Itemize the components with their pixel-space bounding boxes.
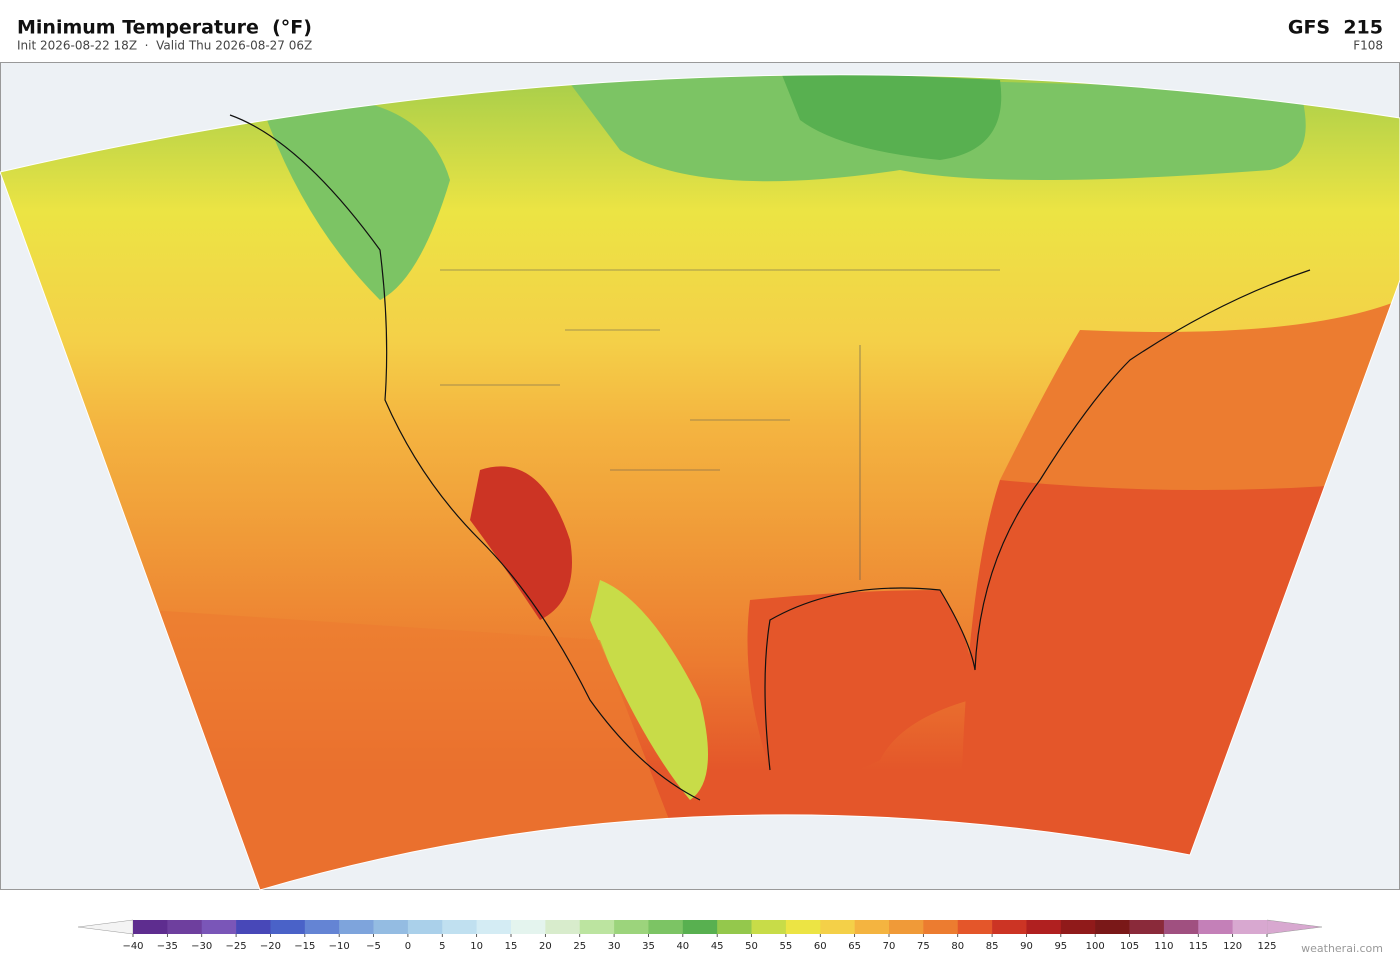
colorbar-bin <box>476 920 512 934</box>
colorbar-over <box>1266 919 1323 935</box>
colorbar-bin <box>1163 920 1199 934</box>
colorbar-bin <box>133 920 168 934</box>
colorbar-bin <box>1095 920 1130 934</box>
colorbar-tick-label: −40 <box>122 941 143 952</box>
colorbar-tick-label: 25 <box>573 941 586 952</box>
colorbar-bin <box>545 920 581 934</box>
subtitle: Init 2026-08-22 18Z · Valid Thu 2026-08-… <box>17 39 312 53</box>
colorbar-bin <box>1026 920 1062 934</box>
colorbar-bin <box>785 920 821 934</box>
colorbar-bin <box>373 920 409 934</box>
colorbar-tick-label: 75 <box>917 941 930 952</box>
colorbar-tick-label: 10 <box>470 941 483 952</box>
colorbar-bin <box>1129 920 1165 934</box>
colorbar: −40 −35 −30 −25 −20 −15 −10 −5 0 5 10 15 20 25 30 35 40 4… <box>77 919 1323 952</box>
colorbar-tick-label: 85 <box>986 941 999 952</box>
colorbar-bin <box>923 920 959 934</box>
colorbar-bin <box>1198 920 1233 934</box>
colorbar-tick-label: 55 <box>780 941 793 952</box>
colorbar-bin <box>339 920 374 934</box>
colorbar-bin <box>304 920 340 934</box>
colorbar-tick-label: 120 <box>1223 941 1242 952</box>
colorbar-bin <box>442 920 477 934</box>
colorbar-tick-label: 30 <box>608 941 621 952</box>
colorbar-under <box>77 919 134 935</box>
colorbar-tick-label: −5 <box>366 941 381 952</box>
colorbar-bin <box>854 920 890 934</box>
colorbar-tick-label: 15 <box>505 941 518 952</box>
colorbar-bin <box>820 920 855 934</box>
colorbar-bin <box>648 920 684 934</box>
colorbar-bin <box>992 920 1027 934</box>
colorbar-bin <box>1060 920 1096 934</box>
colorbar-bin <box>407 920 443 934</box>
colorbar-tick-label: 115 <box>1189 941 1208 952</box>
colorbar-bin <box>889 920 924 934</box>
colorbar-tick-label: −10 <box>329 941 350 952</box>
colorbar-bin <box>717 920 752 934</box>
colorbar-tick-label: −20 <box>260 941 281 952</box>
colorbar-bin <box>751 920 787 934</box>
colorbar-tick-label: 20 <box>539 941 552 952</box>
colorbar-tick-label: 35 <box>642 941 655 952</box>
colorbar-tick-label: 125 <box>1257 941 1276 952</box>
title: Minimum Temperature (°F) <box>17 17 312 39</box>
colorbar-tick-label: 40 <box>676 941 689 952</box>
watermark: weatherai.com <box>1301 942 1383 955</box>
borders <box>440 269 1000 580</box>
colorbar-tick-label: 5 <box>439 941 445 952</box>
forecast-hour: F108 <box>1353 39 1383 53</box>
colorbar-tick-label: −35 <box>157 941 178 952</box>
colorbar-tick-label: 65 <box>848 941 861 952</box>
colorbar-bin <box>957 920 993 934</box>
colorbar-bin <box>1232 920 1268 934</box>
colorbar-tick-label: 0 <box>405 941 411 952</box>
colorbar-tick-label: 110 <box>1154 941 1173 952</box>
colorbar-bin <box>511 920 546 934</box>
colorbar-tick-label: 60 <box>814 941 827 952</box>
map <box>0 62 1400 891</box>
colorbar-bin <box>682 920 718 934</box>
colorbar-bin <box>614 920 649 934</box>
colorbar-tick-label: −25 <box>226 941 247 952</box>
colorbar-tick-label: 105 <box>1120 941 1139 952</box>
colorbar-bin <box>270 920 306 934</box>
coastline <box>229 114 1311 801</box>
colorbar-bin <box>579 920 615 934</box>
colorbar-bin <box>167 920 203 934</box>
colorbar-bin <box>201 920 237 934</box>
colorbar-tick-label: −30 <box>191 941 212 952</box>
colorbar-tick-label: 50 <box>745 941 758 952</box>
colorbar-tick-label: 45 <box>711 941 724 952</box>
colorbar-bin <box>236 920 271 934</box>
colorbar-tick-label: −15 <box>294 941 315 952</box>
colorbar-tick-label: 70 <box>883 941 896 952</box>
colorbar-tick-label: 90 <box>1020 941 1033 952</box>
model-label: GFS 215 <box>1288 17 1383 39</box>
colorbar-tick-label: 80 <box>951 941 964 952</box>
colorbar-tick-label: 95 <box>1054 941 1067 952</box>
colorbar-tick-label: 100 <box>1086 941 1105 952</box>
